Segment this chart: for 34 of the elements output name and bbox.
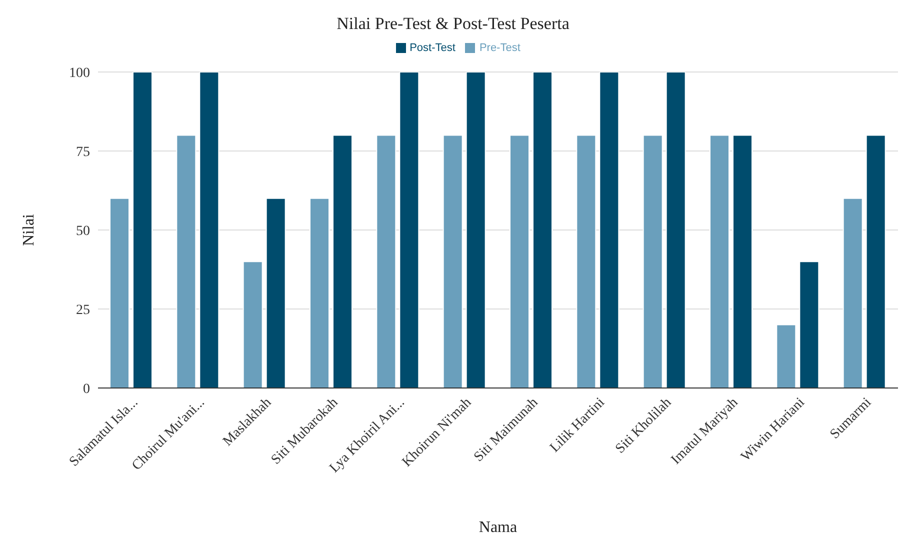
bar xyxy=(132,72,152,388)
bar xyxy=(576,134,596,388)
bar xyxy=(776,324,796,388)
bar xyxy=(510,134,530,388)
x-axis-title: Nama xyxy=(478,519,518,536)
bar xyxy=(532,72,552,388)
chart-title: Nilai Pre-Test & Post-Test Peserta xyxy=(336,13,570,35)
bar xyxy=(599,72,620,388)
bar xyxy=(199,72,220,388)
bar xyxy=(866,134,886,388)
y-tick-label: 75 xyxy=(76,144,90,160)
bar xyxy=(110,198,130,388)
y-tick-label: 50 xyxy=(76,224,90,239)
y-tick-label: 100 xyxy=(69,66,90,81)
bar xyxy=(442,134,463,388)
bar xyxy=(710,134,730,388)
bar xyxy=(399,72,420,388)
y-axis-title: Nilai xyxy=(20,213,38,246)
legend-label: Pre-Test xyxy=(479,42,520,54)
bar xyxy=(376,134,396,388)
bar xyxy=(799,261,820,388)
bar xyxy=(242,261,263,388)
bar xyxy=(732,134,752,388)
y-tick-label: 25 xyxy=(76,302,90,318)
legend-label: Post-Test xyxy=(410,42,456,54)
bar xyxy=(666,72,686,388)
bar xyxy=(176,134,196,388)
bar xyxy=(842,198,863,388)
bar xyxy=(466,72,486,388)
bar xyxy=(332,134,352,388)
bar xyxy=(266,198,286,388)
bar xyxy=(642,134,663,388)
y-tick-label: 0 xyxy=(83,382,90,397)
bar xyxy=(310,198,330,388)
